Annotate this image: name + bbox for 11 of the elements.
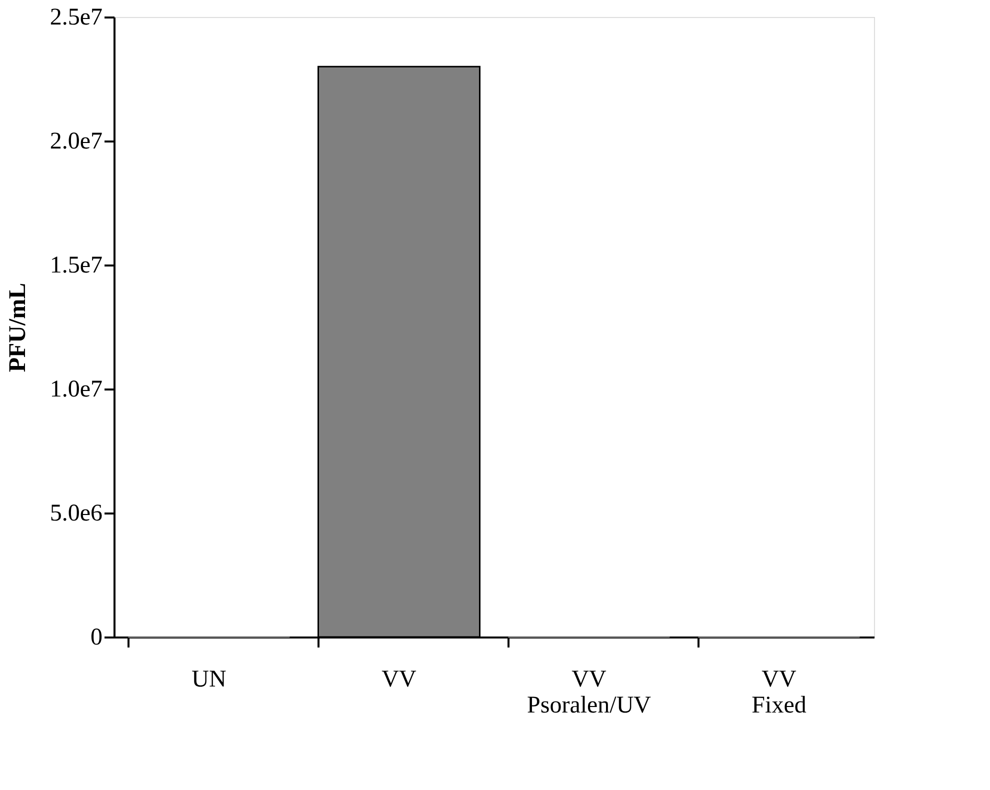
x-tick-label: VV Fixed [752, 666, 806, 718]
y-axis-title: PFU/mL [4, 282, 31, 372]
y-tick-label: 2.5e7 [50, 4, 102, 30]
y-tick-label: 1.0e7 [50, 376, 102, 402]
x-tick-label: VV Psoralen/UV [527, 666, 652, 718]
x-tick-label: UN [192, 666, 226, 692]
y-tick-label: 2.0e7 [50, 128, 102, 154]
x-tick-label: VV [382, 666, 417, 692]
y-tick-label: 1.5e7 [50, 252, 102, 278]
y-tick-label: 5.0e6 [50, 500, 102, 526]
y-tick-label: 0 [90, 624, 102, 650]
